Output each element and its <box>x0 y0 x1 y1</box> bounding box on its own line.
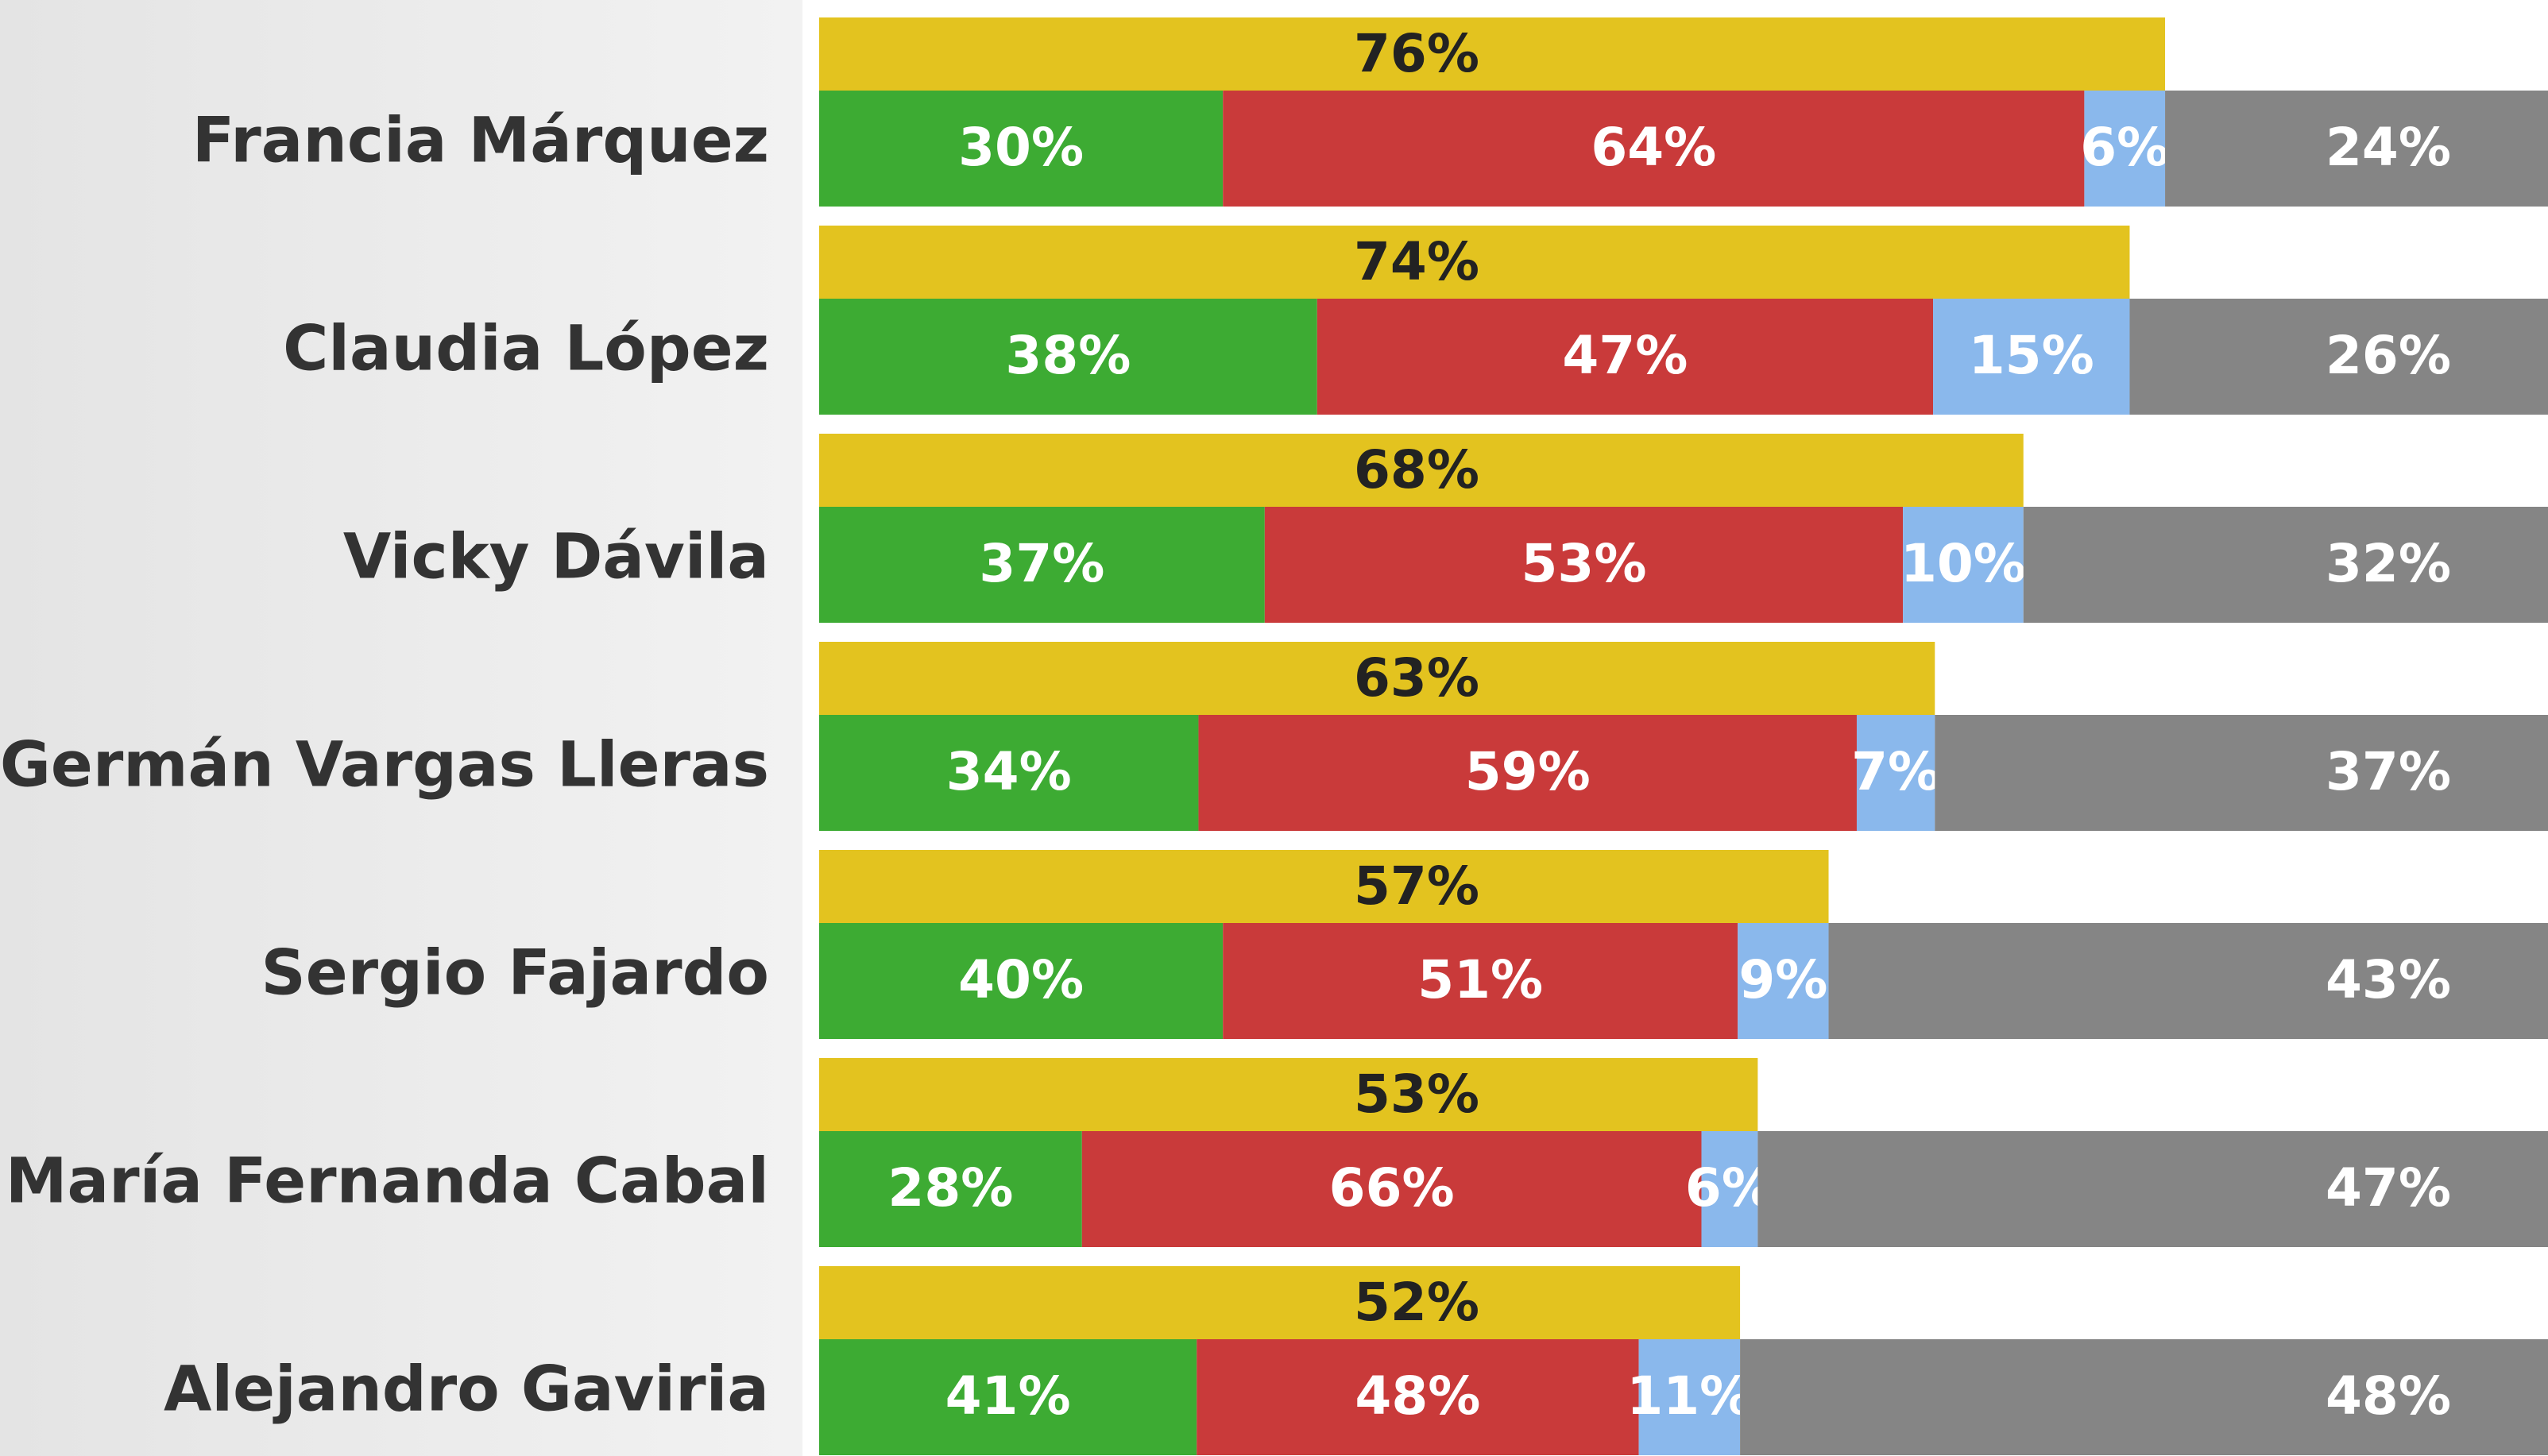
segment <box>1638 1339 1741 1455</box>
known-bar <box>819 1058 1758 1131</box>
value-label: 37% <box>2326 741 2451 802</box>
value-label: 57% <box>1354 855 1479 917</box>
value-label: 47% <box>1562 325 1688 386</box>
value-label: 41% <box>945 1365 1071 1427</box>
segment <box>819 91 1224 207</box>
value-label: 74% <box>1354 231 1479 292</box>
known-bar <box>819 1266 1741 1339</box>
segment <box>2165 91 2548 207</box>
segment <box>1198 715 1857 831</box>
value-label: 51% <box>1417 949 1543 1010</box>
segment <box>2023 507 2548 623</box>
segment <box>2129 299 2548 415</box>
value-label: 53% <box>1521 533 1646 594</box>
value-label: 26% <box>2326 325 2451 386</box>
segment <box>1197 1339 1639 1455</box>
category-label: Sergio Fajardo <box>261 937 769 1009</box>
segment <box>1856 715 1935 831</box>
value-label: 66% <box>1329 1157 1455 1218</box>
value-label: 28% <box>887 1157 1013 1218</box>
label-panel <box>0 0 802 1456</box>
category-label: Claudia López <box>283 313 769 384</box>
segment <box>1738 923 1829 1039</box>
segment <box>1757 1131 2548 1247</box>
segment <box>819 507 1265 623</box>
value-label: 53% <box>1354 1064 1479 1125</box>
value-label: 11% <box>1626 1365 1752 1427</box>
value-label: 32% <box>2326 533 2451 594</box>
known-bar <box>819 434 2024 507</box>
value-label: 52% <box>1354 1272 1479 1333</box>
value-label: 30% <box>958 117 1084 178</box>
value-label: 15% <box>1969 325 2094 386</box>
known-bar <box>819 17 2166 91</box>
category-label: Francia Márquez <box>192 105 769 176</box>
value-label: 6% <box>2080 117 2169 178</box>
segment <box>1223 923 1738 1039</box>
segment <box>1264 507 1904 623</box>
segment <box>2084 91 2166 207</box>
value-label: 9% <box>1738 949 1827 1010</box>
value-label: 43% <box>2326 949 2451 1010</box>
known-bar <box>819 642 1935 715</box>
segment <box>819 299 1317 415</box>
segment <box>819 715 1199 831</box>
value-label: 47% <box>2326 1157 2451 1218</box>
category-label: Vicky Dávila <box>343 521 769 593</box>
segment <box>1740 1339 2548 1455</box>
segment <box>1223 91 2085 207</box>
category-label: Germán Vargas Lleras <box>0 729 769 801</box>
value-label: 40% <box>958 949 1084 1010</box>
value-label: 68% <box>1354 439 1479 500</box>
segment <box>1903 507 2024 623</box>
value-label: 64% <box>1591 117 1716 178</box>
value-label: 37% <box>979 533 1104 594</box>
value-label: 34% <box>946 741 1072 802</box>
category-label: Alejandro Gaviria <box>164 1354 769 1425</box>
segment <box>1828 923 2548 1039</box>
segment <box>819 1339 1197 1455</box>
segment <box>1081 1131 1702 1247</box>
value-label: 76% <box>1354 23 1479 84</box>
value-label: 48% <box>2326 1365 2451 1427</box>
segment <box>819 923 1224 1039</box>
segment <box>1701 1131 1758 1247</box>
value-label: 24% <box>2326 117 2451 178</box>
value-label: 7% <box>1851 741 1940 802</box>
segment <box>819 1131 1082 1247</box>
segment <box>1933 299 2130 415</box>
known-bar <box>819 850 1829 923</box>
known-bar <box>819 226 2130 299</box>
segment <box>1935 715 2548 831</box>
value-label: 48% <box>1355 1365 1480 1427</box>
segment <box>1317 299 1934 415</box>
value-label: 10% <box>1900 533 2026 594</box>
value-label: 59% <box>1465 741 1591 802</box>
value-label: 38% <box>1005 325 1131 386</box>
category-label: María Fernanda Cabal <box>6 1145 769 1217</box>
value-label: 63% <box>1354 647 1479 709</box>
